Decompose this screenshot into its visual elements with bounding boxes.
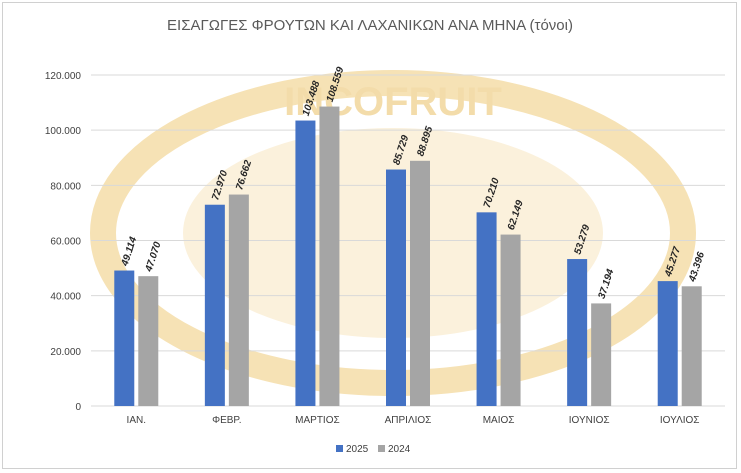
y-tick-label: 100.000 <box>45 126 82 137</box>
bar-2025 <box>295 120 316 407</box>
x-axis-categories: ΙΑΝ. ΦΕΒΡ. ΜΑΡΤΙΟΣ ΑΠΡΙΛΙΟΣ ΜΑΙΟΣ ΙΟΥΝΙΟΣ ΙΟΥΛ… <box>127 415 700 426</box>
chart-title: ΕΙΣΑΓΩΓΕΣ ΦΡΟΥΤΩΝ ΚΑΙ ΛΑΧΑΝΙΚΩΝ ΑΝΑ ΜΗΝΑ… <box>167 17 573 34</box>
legend-label: 2025 <box>346 444 369 455</box>
bar-2025 <box>567 259 588 406</box>
y-tick-label: 120.000 <box>45 71 82 82</box>
y-tick-label: 60.000 <box>50 237 81 248</box>
bar-2024 <box>591 303 612 406</box>
bar-2025 <box>114 270 135 406</box>
x-category-label: ΙΑΝ. <box>127 415 146 426</box>
y-tick-label: 40.000 <box>50 292 81 303</box>
bar-2025 <box>204 204 225 406</box>
y-axis-ticks: 0 20.000 40.000 60.000 80.000 100.000 120.000 <box>45 71 82 413</box>
x-category-label: ΜΑΙΟΣ <box>483 415 515 426</box>
chart-svg: INCOFRUIT 020.00040.00060.00080.000100.0… <box>45 17 725 455</box>
y-tick-label: 80.000 <box>50 181 81 192</box>
bar-2024 <box>228 194 249 406</box>
bar-2024 <box>681 286 702 406</box>
legend-label: 2024 <box>388 444 411 455</box>
bar-2024 <box>500 234 521 406</box>
x-category-label: ΙΟΥΛΙΟΣ <box>660 415 700 426</box>
bar-2025 <box>476 212 497 406</box>
legend-swatch <box>378 445 385 452</box>
bars <box>114 106 702 407</box>
bar-2024 <box>319 106 340 406</box>
grid-lines <box>91 74 725 407</box>
y-tick-label: 20.000 <box>50 347 81 358</box>
x-category-label: ΑΠΡΙΛΙΟΣ <box>385 415 432 426</box>
x-category-label: ΜΑΡΤΙΟΣ <box>295 415 340 426</box>
bar-2025 <box>386 169 406 406</box>
x-category-label: ΦΕΒΡ. <box>212 415 242 426</box>
bar-2025 <box>657 281 678 406</box>
x-category-label: ΙΟΥΝΙΟΣ <box>569 415 610 426</box>
bar-2024 <box>410 160 430 406</box>
bar-2024 <box>138 276 159 406</box>
chart-frame: INCOFRUIT 0 20.000 40.000 60.000 80.000 100.0… <box>2 2 737 469</box>
legend-swatch <box>336 445 343 452</box>
data-label: 47.070 <box>143 240 163 274</box>
legend: 2025 2024 <box>336 444 411 455</box>
y-tick-label: 0 <box>75 402 81 413</box>
